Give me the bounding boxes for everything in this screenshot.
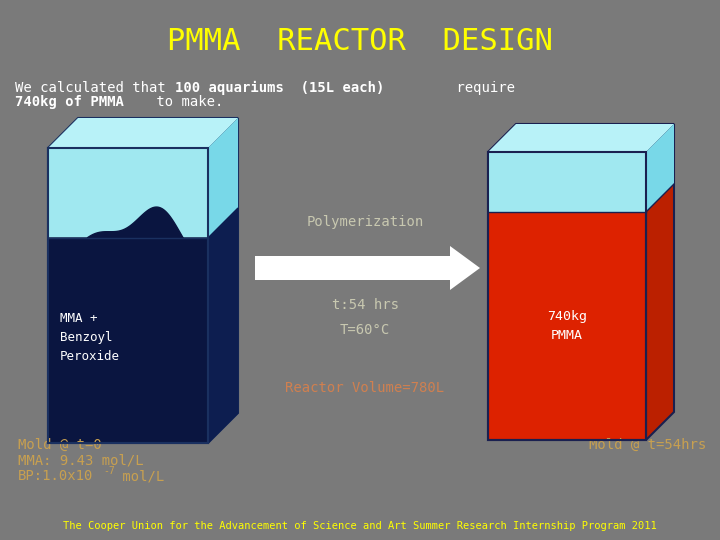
Text: PMMA  REACTOR  DESIGN: PMMA REACTOR DESIGN xyxy=(167,28,553,57)
Text: require: require xyxy=(448,81,515,95)
Polygon shape xyxy=(255,246,480,290)
Polygon shape xyxy=(208,208,238,443)
Text: MMA: 9.43 mol/L: MMA: 9.43 mol/L xyxy=(18,453,143,467)
Text: Mold @ t=54hrs: Mold @ t=54hrs xyxy=(589,438,706,452)
Bar xyxy=(488,152,646,212)
Text: Reactor Volume=780L: Reactor Volume=780L xyxy=(285,381,444,395)
Text: mol/L: mol/L xyxy=(114,469,164,483)
Text: The Cooper Union for the Advancement of Science and Art Summer Research Internsh: The Cooper Union for the Advancement of … xyxy=(63,521,657,531)
Polygon shape xyxy=(208,118,238,443)
Polygon shape xyxy=(48,118,238,148)
Polygon shape xyxy=(646,124,674,440)
Bar xyxy=(488,152,646,440)
Text: 740kg
PMMA: 740kg PMMA xyxy=(547,310,587,342)
Polygon shape xyxy=(488,124,674,152)
Text: Polymerization: Polymerization xyxy=(307,215,423,229)
Text: 740kg of PMMA: 740kg of PMMA xyxy=(15,95,124,109)
Text: MMA +
Benzoyl
Peroxide: MMA + Benzoyl Peroxide xyxy=(60,313,120,363)
Polygon shape xyxy=(49,207,207,240)
Bar xyxy=(48,148,208,443)
Text: Mold @ t=0: Mold @ t=0 xyxy=(18,438,102,452)
Bar xyxy=(48,148,208,238)
Text: We calculated that: We calculated that xyxy=(15,81,174,95)
Text: T=60°C: T=60°C xyxy=(340,323,390,337)
Bar xyxy=(488,152,646,440)
Polygon shape xyxy=(488,124,674,152)
Text: to make.: to make. xyxy=(148,95,223,109)
Bar xyxy=(48,148,208,443)
Text: BP:1.0x10: BP:1.0x10 xyxy=(18,469,94,483)
Polygon shape xyxy=(646,124,674,212)
Text: t:54 hrs: t:54 hrs xyxy=(331,298,398,312)
Text: 100 aquariums  (15L each): 100 aquariums (15L each) xyxy=(175,81,384,95)
Polygon shape xyxy=(48,118,238,148)
Polygon shape xyxy=(208,118,238,238)
Text: -7: -7 xyxy=(103,466,114,476)
